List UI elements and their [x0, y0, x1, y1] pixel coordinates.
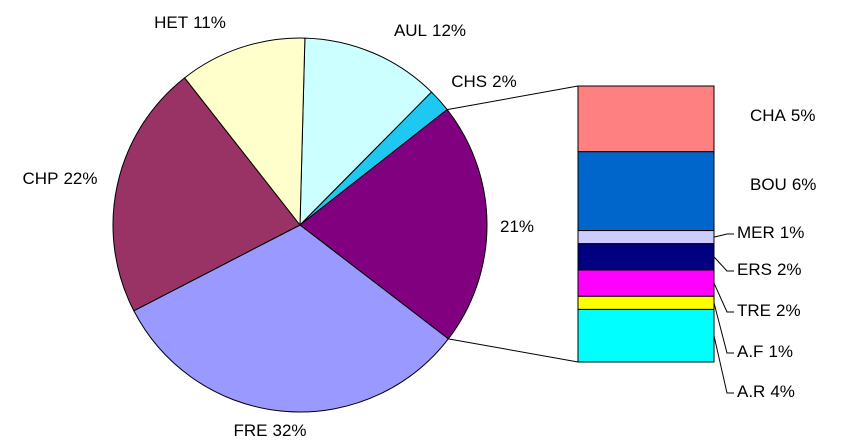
bar-segment [577, 85, 715, 153]
bar-label: ERS 2% [737, 260, 802, 279]
slice-value: 21% [500, 217, 534, 236]
bar-value: 2% [777, 260, 802, 279]
slice-value: 32% [272, 421, 306, 440]
slice-name: CHP [23, 169, 59, 188]
bar-label: A.R 4% [737, 382, 795, 401]
leader-line [713, 282, 734, 313]
pie-slice [112, 77, 301, 312]
slice-name: AUL [394, 21, 427, 40]
slice-name: HET [154, 13, 188, 32]
bar-label: BOU 6% [750, 175, 816, 194]
bar-segment [577, 295, 715, 310]
bar-label: TRE 2% [737, 301, 801, 320]
slice-value: 2% [492, 72, 517, 91]
bar-segment [577, 269, 715, 297]
bar-segment [577, 230, 715, 245]
slice-label: FRE 32% [233, 421, 306, 440]
slice-label: CHS 2% [451, 72, 516, 91]
bar-value: 4% [770, 382, 795, 401]
slice-label: CHP 22% [23, 169, 98, 188]
bar-value: 2% [776, 301, 801, 320]
slice-value: 12% [432, 21, 466, 40]
pie-slice [299, 37, 433, 227]
bar-name: TRE [737, 301, 771, 320]
bar-segment [577, 243, 715, 271]
slice-name: FRE [233, 421, 267, 440]
bar-label: MER 1% [737, 223, 804, 242]
slice-label: AUL 12% [394, 21, 466, 40]
leader-line [713, 233, 734, 238]
connector-line [447, 85, 579, 111]
slice-value: 22% [63, 169, 97, 188]
bar-value: 1% [768, 342, 793, 361]
slice-name: CHS [451, 72, 487, 91]
bar-name: CHA [750, 106, 787, 125]
bar-name: MER [737, 223, 775, 242]
bar-label: CHA 5% [750, 106, 815, 125]
bar-label: A.F 1% [737, 342, 793, 361]
leader-line [713, 302, 734, 354]
pie-slice [183, 37, 306, 227]
bar-segment [577, 308, 715, 363]
bar-value: 6% [792, 175, 817, 194]
pie-slice [133, 224, 450, 413]
bar-name: BOU [750, 175, 787, 194]
bar-name: A.F [737, 342, 763, 361]
pie-slice [299, 108, 488, 340]
slice-label: 21% [500, 217, 534, 236]
bar-value: 5% [791, 106, 816, 125]
bar-name: A.R [737, 382, 765, 401]
slice-value: 11% [193, 13, 226, 32]
bar-value: 1% [780, 223, 805, 242]
slice-label: HET 11% [154, 13, 226, 32]
leader-line [713, 256, 734, 272]
bar-name: ERS [737, 260, 772, 279]
connector-line [448, 338, 579, 363]
leader-line [713, 335, 734, 394]
bar-segment [577, 151, 715, 232]
